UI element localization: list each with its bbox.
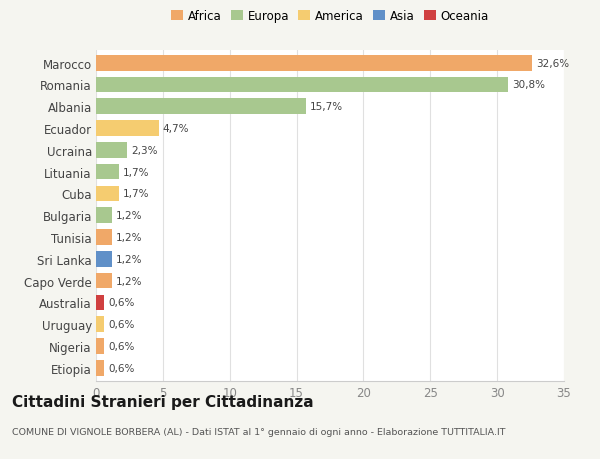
Bar xyxy=(96,230,112,245)
Bar xyxy=(96,317,104,332)
Bar xyxy=(96,273,112,289)
Text: 0,6%: 0,6% xyxy=(108,363,134,373)
Text: 0,6%: 0,6% xyxy=(108,319,134,330)
Text: 1,7%: 1,7% xyxy=(123,189,149,199)
Bar xyxy=(96,164,119,180)
Bar xyxy=(96,186,119,202)
Bar xyxy=(96,56,532,71)
Text: COMUNE DI VIGNOLE BORBERA (AL) - Dati ISTAT al 1° gennaio di ogni anno - Elabora: COMUNE DI VIGNOLE BORBERA (AL) - Dati IS… xyxy=(12,427,505,436)
Bar xyxy=(96,252,112,267)
Bar xyxy=(96,78,508,93)
Text: 1,2%: 1,2% xyxy=(116,211,143,221)
Text: Cittadini Stranieri per Cittadinanza: Cittadini Stranieri per Cittadinanza xyxy=(12,394,314,409)
Text: 1,2%: 1,2% xyxy=(116,232,143,242)
Text: 0,6%: 0,6% xyxy=(108,341,134,351)
Text: 2,3%: 2,3% xyxy=(131,146,157,156)
Text: 1,2%: 1,2% xyxy=(116,276,143,286)
Text: 4,7%: 4,7% xyxy=(163,124,190,134)
Legend: Africa, Europa, America, Asia, Oceania: Africa, Europa, America, Asia, Oceania xyxy=(167,5,493,28)
Text: 15,7%: 15,7% xyxy=(310,102,343,112)
Bar xyxy=(96,99,306,115)
Bar xyxy=(96,295,104,311)
Text: 1,7%: 1,7% xyxy=(123,167,149,177)
Text: 0,6%: 0,6% xyxy=(108,298,134,308)
Bar xyxy=(96,143,127,158)
Bar xyxy=(96,338,104,354)
Text: 1,2%: 1,2% xyxy=(116,254,143,264)
Bar xyxy=(96,121,159,137)
Bar xyxy=(96,360,104,376)
Bar xyxy=(96,208,112,224)
Text: 30,8%: 30,8% xyxy=(512,80,545,90)
Text: 32,6%: 32,6% xyxy=(536,59,569,68)
